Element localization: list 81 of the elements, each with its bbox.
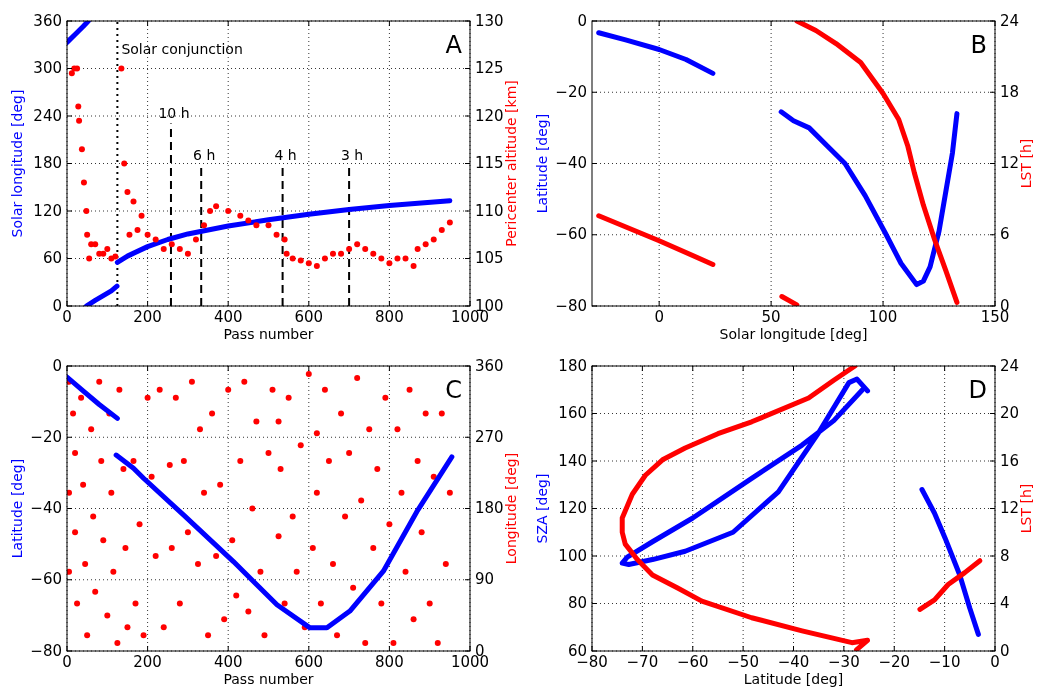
y2-axis-title: Pericenter altitude [km]: [503, 80, 519, 247]
y-tick-label: −40: [30, 499, 62, 517]
annotation: C: [445, 376, 462, 404]
annotation: A: [445, 31, 463, 59]
y-tick-label: 0: [52, 356, 62, 375]
y-tick-label: −60: [555, 225, 587, 244]
y2-tick-label: 24: [1000, 356, 1020, 375]
y2-tick-label: 6: [1000, 225, 1010, 244]
x-tick-label: 600: [294, 653, 324, 671]
y-tick-label: 60: [567, 641, 587, 660]
y-tick-label: 300: [33, 59, 62, 77]
y2-tick-label: 120: [475, 106, 504, 125]
ref-line-label: 3 h: [340, 147, 364, 164]
y2-tick-label: 125: [475, 59, 504, 77]
x-axis-title: Pass number: [223, 671, 314, 687]
annotation: D: [968, 376, 987, 404]
y2-axis-title: Longitude [deg]: [503, 452, 519, 565]
y2-axis-title: LST [h]: [1018, 483, 1034, 534]
y-tick-label: 160: [558, 404, 587, 422]
x-tick-label: 400: [213, 308, 243, 326]
y2-axis-title: LST [h]: [1018, 138, 1034, 189]
y2-tick-label: 12: [1000, 499, 1020, 517]
x-tick-label: 0: [990, 653, 1000, 671]
y-tick-label: −60: [30, 570, 62, 589]
y2-tick-label: 115: [475, 154, 504, 172]
x-tick-label: −70: [626, 653, 659, 671]
y-tick-label: 100: [558, 546, 587, 565]
y-tick-label: 120: [558, 499, 587, 517]
x-tick-label: −10: [928, 653, 961, 671]
y2-tick-label: 12: [1000, 154, 1020, 172]
y2-tick-label: 16: [1000, 451, 1020, 470]
x-tick-label: −40: [777, 653, 810, 671]
y-axis-title: SZA [deg]: [534, 473, 550, 544]
y2-tick-label: 4: [1000, 594, 1010, 612]
x-tick-label: −20: [878, 653, 911, 671]
y2-tick-label: 20: [1000, 404, 1020, 422]
x-tick-label: 0: [654, 308, 664, 326]
y-tick-label: 80: [567, 594, 587, 612]
y-tick-label: 240: [33, 106, 62, 125]
x-tick-label: 800: [375, 308, 404, 326]
x-tick-label: −50: [727, 653, 759, 671]
x-tick-label: 800: [375, 653, 404, 671]
ref-line-label: 6 h: [193, 147, 216, 164]
y-tick-label: 120: [33, 201, 62, 220]
x-tick-label: 50: [761, 308, 781, 326]
x-tick-label: 400: [213, 653, 243, 671]
x-axis-title: Latitude [deg]: [743, 671, 844, 687]
x-tick-label: 200: [133, 308, 162, 326]
x-axis-title: Solar longitude [deg]: [719, 326, 868, 342]
x-tick-label: 200: [133, 653, 162, 671]
y2-tick-label: 360: [475, 356, 504, 375]
y-axis-title: Latitude [deg]: [9, 458, 25, 559]
ref-line-label: 4 h: [274, 147, 297, 164]
y-tick-label: −20: [555, 82, 587, 101]
y-tick-label: −40: [555, 154, 587, 172]
y-axis-title: Solar longitude [deg]: [9, 89, 25, 238]
ref-line-label: Solar conjunction: [121, 40, 243, 57]
annotation: B: [970, 31, 987, 59]
y2-tick-label: 180: [475, 499, 504, 517]
x-tick-label: 600: [294, 308, 324, 326]
y-axis-title: Latitude [deg]: [534, 113, 550, 214]
y2-tick-label: 24: [1000, 11, 1020, 30]
y2-tick-label: 270: [475, 427, 504, 446]
y-tick-label: 360: [33, 11, 62, 30]
x-tick-label: −60: [676, 653, 709, 671]
y2-tick-label: 130: [475, 11, 504, 30]
x-tick-label: −30: [828, 653, 860, 671]
x-axis-title: Pass number: [223, 326, 314, 342]
ref-line-label: 10 h: [158, 104, 190, 121]
y2-tick-label: 8: [1000, 546, 1010, 565]
y2-tick-label: 18: [1000, 82, 1020, 101]
y-tick-label: 0: [577, 11, 587, 30]
y-tick-label: 140: [558, 451, 587, 470]
y2-tick-label: 90: [475, 570, 495, 589]
y2-tick-label: 110: [475, 201, 504, 220]
y-tick-label: 60: [42, 249, 62, 267]
x-tick-label: 100: [868, 308, 898, 326]
y-tick-label: 180: [33, 154, 62, 172]
y-tick-label: −20: [30, 427, 62, 446]
y-tick-label: 180: [558, 356, 587, 375]
y2-tick-label: 105: [475, 249, 504, 267]
